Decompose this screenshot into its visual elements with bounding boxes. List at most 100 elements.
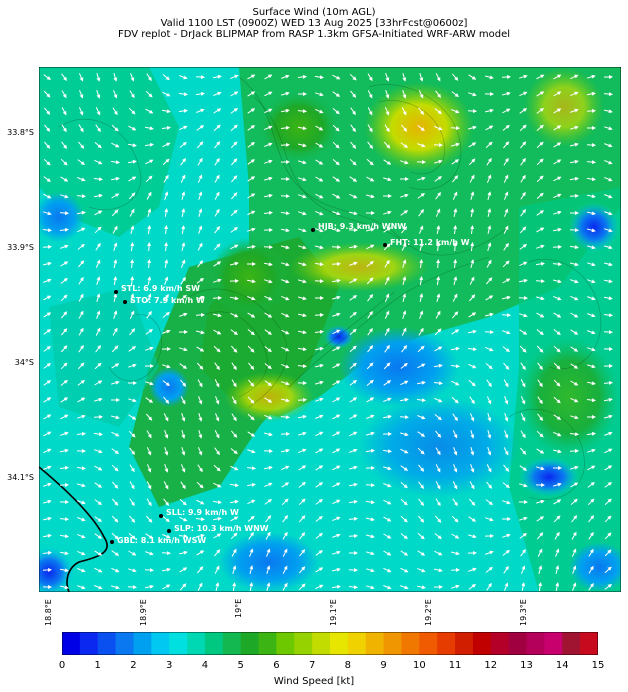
wind-arrow <box>128 176 137 182</box>
wind-arrow <box>164 447 169 456</box>
wind-arrow <box>196 141 204 149</box>
wind-arrow <box>383 210 392 215</box>
wind-arrow <box>484 108 494 113</box>
wind-arrow <box>604 176 613 182</box>
wind-arrow <box>181 447 186 456</box>
wind-arrow <box>111 345 119 353</box>
wind-arrow <box>553 515 561 523</box>
wind-arrow <box>111 363 120 369</box>
wind-arrow <box>44 141 51 149</box>
wind-arrow <box>162 109 171 114</box>
wind-arrow <box>145 397 154 403</box>
x-tick-label: 19°E <box>234 598 243 618</box>
colorbar-cell <box>204 632 224 655</box>
wind-arrow <box>349 431 358 437</box>
wind-arrow <box>435 310 441 319</box>
wind-arrow <box>331 584 341 589</box>
wind-arrow <box>451 91 460 97</box>
wind-arrow <box>128 568 137 573</box>
wind-arrow <box>247 515 255 522</box>
wind-arrow <box>553 125 562 131</box>
wind-arrow <box>349 397 358 403</box>
wind-arrow <box>385 73 390 82</box>
wind-arrow <box>60 431 69 436</box>
wind-arrow <box>264 363 272 370</box>
wind-arrow <box>349 380 358 386</box>
wind-arrow <box>162 142 171 148</box>
wind-arrow <box>145 533 154 539</box>
wind-arrow <box>163 396 170 404</box>
wind-arrow <box>315 176 324 182</box>
wind-arrow <box>537 413 544 421</box>
wind-arrow <box>146 310 152 319</box>
wind-arrow <box>315 584 324 590</box>
wind-arrow <box>145 175 153 183</box>
wind-arrow <box>111 464 119 472</box>
wind-arrow <box>298 262 307 267</box>
wind-arrow <box>419 242 424 252</box>
wind-arrow <box>43 295 52 301</box>
wind-arrow <box>604 549 612 557</box>
wind-arrow <box>147 242 152 252</box>
wind-arrow <box>128 107 136 115</box>
wind-arrow <box>42 516 52 521</box>
wind-arrow <box>469 294 476 302</box>
colorbar-tick-label: 7 <box>308 660 316 671</box>
wind-arrow <box>588 515 595 523</box>
colorbar-tick-label: 1 <box>94 660 101 671</box>
wind-arrow <box>603 380 613 385</box>
colorbar-cell <box>526 632 545 655</box>
wind-arrow <box>281 363 290 369</box>
wind-arrow <box>280 194 290 199</box>
wind-arrow <box>538 565 543 575</box>
wind-arrow <box>146 481 152 490</box>
wind-arrow <box>179 294 187 301</box>
wind-arrow <box>401 124 408 132</box>
wind-arrow <box>435 447 441 456</box>
wind-arrow <box>196 108 205 113</box>
wind-arrow <box>78 73 84 82</box>
colorbar-tick-label: 3 <box>166 660 173 671</box>
wind-arrow <box>180 276 186 285</box>
wind-arrow <box>367 90 373 99</box>
wind-arrow <box>332 397 341 403</box>
wind-arrow <box>519 465 528 471</box>
wind-arrow <box>588 548 594 557</box>
wind-arrow <box>264 125 273 131</box>
wind-arrow <box>417 363 426 369</box>
wind-arrow <box>162 329 171 334</box>
wind-arrow <box>587 296 596 301</box>
wind-arrow <box>281 295 290 301</box>
wind-arrow <box>96 73 101 82</box>
wind-arrow <box>470 191 475 200</box>
wind-arrow <box>95 344 102 353</box>
wind-arrow <box>502 346 511 352</box>
chart-source: FDV replot - DrJack BLIPMAP from RASP 1.… <box>117 29 511 40</box>
wind-arrow <box>535 261 545 266</box>
wind-arrow <box>59 448 69 453</box>
wind-arrow <box>147 293 152 302</box>
wind-arrow <box>213 464 221 472</box>
wind-arrow <box>570 74 579 80</box>
wind-arrow <box>604 296 613 301</box>
wind-arrow <box>400 142 409 149</box>
wind-arrow <box>452 498 458 507</box>
colorbar-cell <box>580 632 598 655</box>
wind-arrow <box>315 499 324 505</box>
wind-arrow <box>452 413 458 422</box>
wind-arrow <box>537 362 543 371</box>
wind-arrow <box>586 211 596 216</box>
wind-arrow <box>419 73 424 82</box>
wind-arrow <box>297 364 307 369</box>
wind-arrow <box>402 276 407 286</box>
wind-arrow <box>145 381 154 386</box>
wind-arrow <box>247 499 256 505</box>
wind-arrow <box>518 278 528 283</box>
wind-arrow <box>110 585 120 590</box>
wind-arrow <box>501 313 511 318</box>
wind-arrow <box>603 92 613 97</box>
wind-arrow <box>571 531 577 540</box>
wind-arrow <box>231 362 237 371</box>
wind-arrow <box>230 124 238 132</box>
wind-arrow <box>43 414 52 420</box>
